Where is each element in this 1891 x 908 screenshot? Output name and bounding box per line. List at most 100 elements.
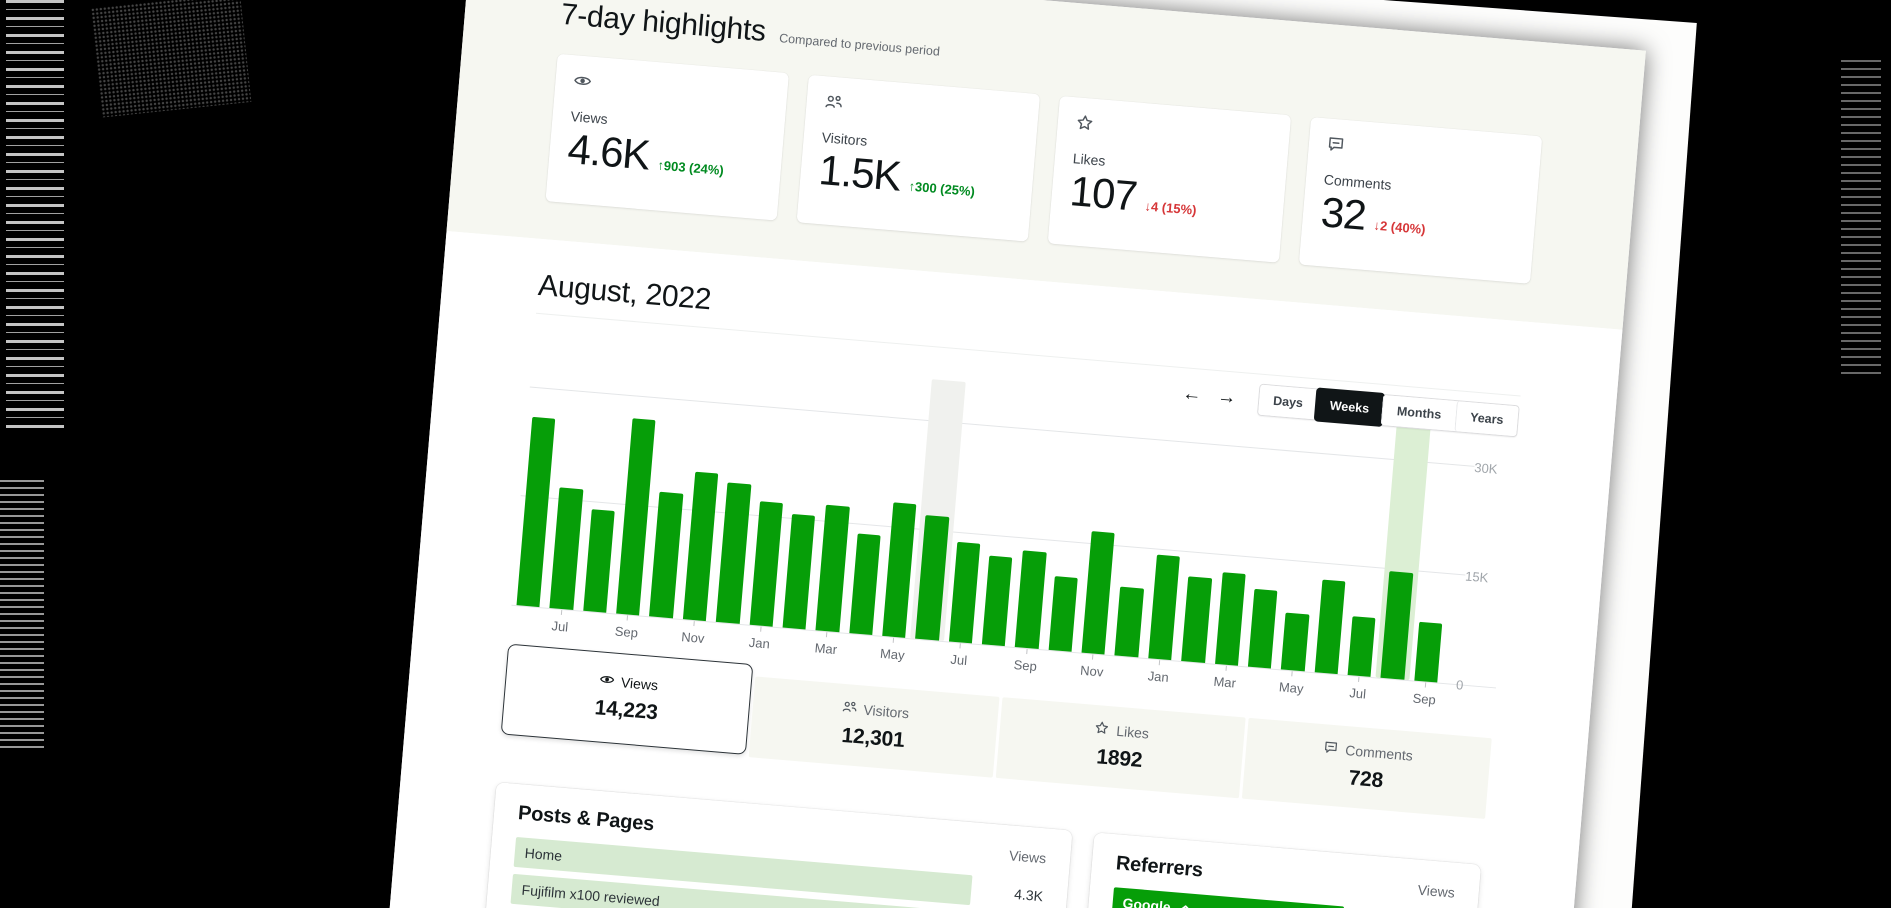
period-option-years[interactable]: Years xyxy=(1453,401,1519,437)
chart-nav: ← → xyxy=(1181,382,1238,409)
chart-bar-8[interactable] xyxy=(749,501,783,627)
x-axis-tick xyxy=(959,643,961,649)
stat-card-views: Views 4.6K ↑903 (24%) xyxy=(545,53,789,221)
x-axis-slot: May xyxy=(1274,670,1309,697)
chart-bar-5[interactable] xyxy=(649,491,684,619)
x-axis-tick xyxy=(1358,676,1360,682)
highlights-title: 7-day highlights xyxy=(559,0,768,48)
x-axis-tick xyxy=(1225,665,1227,671)
chart-bar-3[interactable] xyxy=(582,509,615,613)
comments-icon xyxy=(1323,739,1339,758)
x-axis-tick xyxy=(560,609,562,615)
stat-card-comments: Comments 32 ↓2 (40%) xyxy=(1298,116,1543,284)
period-option-days[interactable]: Days xyxy=(1257,384,1319,420)
row-views-value: 4.3K xyxy=(1013,885,1044,905)
chart-bar-13[interactable] xyxy=(915,515,950,641)
x-axis-slot: Jan xyxy=(1141,659,1176,686)
referrers-views-column-header: Views xyxy=(1417,881,1456,901)
chart-bar-24[interactable] xyxy=(1281,612,1310,672)
row-label: Fujifilm x100 reviewed xyxy=(521,881,661,908)
x-axis-slot xyxy=(1241,667,1276,694)
period-option-weeks[interactable]: Weeks xyxy=(1313,387,1386,428)
chart-bar-15[interactable] xyxy=(981,555,1013,647)
metric-tab-likes[interactable]: Likes 1892 xyxy=(995,697,1246,799)
chart-bar-20[interactable] xyxy=(1148,554,1181,661)
x-axis-slot xyxy=(509,606,544,633)
chart-bar-11[interactable] xyxy=(848,533,881,636)
chart-bar-17[interactable] xyxy=(1048,576,1078,652)
x-axis-slot: Nov xyxy=(676,620,711,647)
x-axis-spacer xyxy=(1440,684,1496,712)
visitors-icon xyxy=(824,92,843,111)
chart-bar-21[interactable] xyxy=(1181,576,1212,663)
chart-bar-27[interactable] xyxy=(1380,571,1414,680)
metric-tab-comments[interactable]: Comments 728 xyxy=(1241,717,1492,819)
highlight-cards: Views 4.6K ↑903 (24%) Visitors 1.5K ↑300 (25%… xyxy=(545,53,1543,284)
x-axis-label: Jan xyxy=(748,634,771,652)
x-axis-tick xyxy=(626,615,629,621)
x-axis-slot: Nov xyxy=(1075,653,1110,680)
stat-card-delta: ↑300 (25%) xyxy=(907,178,976,200)
x-axis-slot xyxy=(1041,650,1076,677)
posts-pages-title: Posts & Pages xyxy=(517,802,655,836)
comments-icon xyxy=(1326,134,1345,153)
metric-tab-visitors[interactable]: Visitors 12,301 xyxy=(748,676,1000,778)
x-axis-label: Nov xyxy=(680,629,706,646)
chart-bar-19[interactable] xyxy=(1114,586,1144,658)
chart-bar-10[interactable] xyxy=(815,504,850,633)
highlights-section: 7-day highlights Compared to previous pe… xyxy=(446,0,1646,330)
metric-tab-head: Visitors xyxy=(753,691,998,729)
row-label: Google xyxy=(1121,888,1193,908)
traffic-section: August, 2022 ← → Days Weeks Months Years 30… xyxy=(404,231,1623,828)
chart-bar-28[interactable] xyxy=(1414,621,1443,683)
x-axis-label: Mar xyxy=(1212,673,1237,691)
chart-bar-22[interactable] xyxy=(1214,572,1246,666)
metric-tab-label: Visitors xyxy=(862,701,910,722)
visitors-icon xyxy=(841,699,857,718)
chart-bar-2[interactable] xyxy=(549,487,584,610)
x-axis-slot xyxy=(1108,656,1143,683)
row-bar-track: Google xyxy=(1111,887,1395,908)
referrer-row-google[interactable]: Google6.2K xyxy=(1111,887,1452,908)
x-axis-slot: Sep xyxy=(609,614,644,641)
x-axis-slot: Sep xyxy=(1008,648,1043,675)
posts-pages-card: Posts & Pages Views Home 4.3K Fujifilm x10… xyxy=(481,782,1073,908)
x-axis-tick xyxy=(1291,671,1294,677)
period-option-months[interactable]: Months xyxy=(1380,394,1457,432)
x-axis-label: Sep xyxy=(1013,657,1038,674)
likes-icon xyxy=(1075,113,1094,132)
x-axis-tick xyxy=(1158,660,1161,666)
chart-bar-16[interactable] xyxy=(1015,550,1047,650)
metric-tab-views[interactable]: Views 14,223 xyxy=(500,643,754,755)
y-axis-label-15k: 15K xyxy=(1464,568,1489,586)
x-axis-label: May xyxy=(1278,679,1305,697)
metric-tab-head: Views xyxy=(506,664,751,702)
chart-bar-18[interactable] xyxy=(1081,531,1116,655)
chart-bar-14[interactable] xyxy=(948,541,981,644)
x-axis-label: Mar xyxy=(814,640,838,658)
stats-page: 7-day highlights Compared to previous pe… xyxy=(363,0,1646,908)
previous-period-button[interactable]: ← xyxy=(1181,382,1203,406)
next-period-button[interactable]: → xyxy=(1216,385,1238,409)
metric-tab-head: Likes xyxy=(999,712,1244,750)
x-axis-label: May xyxy=(879,645,906,663)
x-axis-tick xyxy=(759,626,762,632)
x-axis-slot xyxy=(709,623,744,650)
x-axis-slot: Jul xyxy=(1340,676,1375,703)
x-axis-slot xyxy=(775,628,810,655)
x-axis-slot xyxy=(1374,678,1409,705)
stat-card-value: 32 xyxy=(1319,188,1368,239)
x-axis-tick xyxy=(826,632,828,638)
chevron-up-icon[interactable] xyxy=(1179,904,1192,908)
chart-bar-23[interactable] xyxy=(1247,588,1278,669)
x-axis-slot: Mar xyxy=(1208,664,1243,691)
metric-tab-label: Likes xyxy=(1115,722,1150,742)
chart-bar-26[interactable] xyxy=(1347,616,1376,677)
x-axis-tick xyxy=(1424,682,1427,688)
x-axis-slot: Mar xyxy=(809,631,844,658)
chart-bar-9[interactable] xyxy=(782,513,816,630)
x-axis-tick xyxy=(1025,648,1028,655)
chart-bar-25[interactable] xyxy=(1314,579,1346,675)
stat-card-value: 1.5K xyxy=(817,146,903,200)
